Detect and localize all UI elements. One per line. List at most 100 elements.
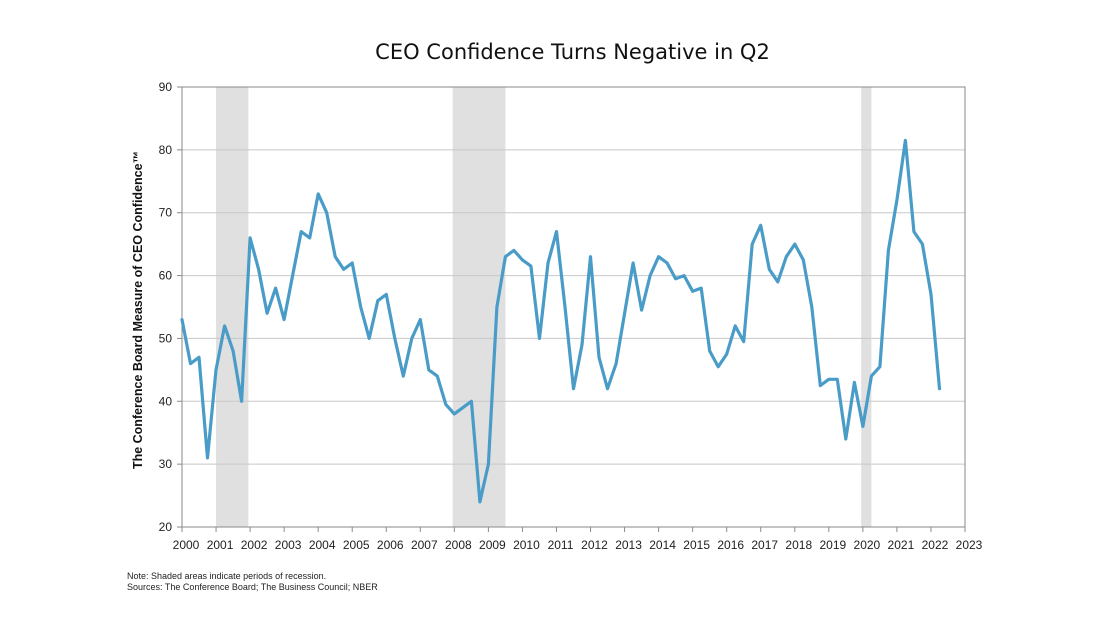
data-point: [529, 264, 533, 268]
x-tick-label: 2013: [615, 538, 642, 552]
data-point: [572, 387, 575, 390]
x-tick-label: 2001: [207, 538, 234, 552]
data-point: [546, 261, 550, 265]
data-point: [853, 381, 856, 384]
plot-frame: [181, 86, 966, 528]
data-point: [444, 403, 448, 406]
x-tick-label: 2010: [513, 538, 540, 552]
x-tick-label: 2019: [819, 538, 846, 552]
recession-band: [861, 87, 872, 527]
data-point: [487, 462, 490, 466]
data-point: [240, 400, 243, 403]
data-point: [427, 368, 431, 372]
data-point: [938, 387, 941, 390]
data-point: [555, 230, 558, 233]
data-point: [878, 365, 882, 368]
data-point: [291, 274, 294, 277]
data-point: [691, 290, 694, 293]
data-point: [316, 192, 320, 196]
data-point: [751, 242, 754, 246]
data-point: [393, 337, 396, 340]
data-point: [597, 356, 601, 359]
x-tick-label: 2005: [343, 538, 370, 552]
data-point: [521, 258, 524, 262]
data-point: [461, 406, 465, 409]
y-tick-label: 80: [159, 143, 173, 157]
series-line: [180, 138, 942, 504]
x-tick-label: 2022: [922, 538, 949, 552]
data-point: [265, 312, 269, 315]
data-point: [904, 139, 907, 142]
data-point: [453, 412, 456, 416]
data-point: [214, 368, 218, 372]
x-tick-label: 2008: [445, 538, 472, 552]
data-point: [734, 324, 737, 328]
data-point: [895, 198, 899, 202]
y-tick-label: 50: [159, 331, 173, 345]
recession-band: [216, 87, 249, 527]
data-point: [325, 211, 328, 214]
sources-note: Sources: The Conference Board; The Busin…: [127, 582, 378, 592]
data-point: [274, 286, 277, 290]
data-point: [589, 255, 592, 258]
data-point: [385, 293, 388, 296]
x-tick-label: 2007: [411, 538, 438, 552]
data-point: [376, 299, 379, 302]
data-point: [929, 293, 933, 296]
x-tick-label: 2020: [854, 538, 881, 552]
data-point: [206, 456, 209, 460]
x-tick-label: 2018: [785, 538, 812, 552]
data-point: [223, 324, 226, 328]
data-point: [180, 318, 184, 321]
data-point: [342, 268, 345, 271]
data-point: [333, 255, 337, 258]
y-tick-label: 60: [159, 269, 173, 283]
x-tick-label: 2002: [241, 538, 268, 552]
data-point: [776, 280, 779, 284]
data-point: [197, 356, 201, 359]
data-point: [827, 378, 831, 381]
data-point: [682, 274, 686, 277]
x-tick-label: 2012: [581, 538, 608, 552]
data-point: [742, 340, 745, 343]
x-tick-label: 2009: [479, 538, 506, 552]
y-tick-label: 70: [159, 206, 173, 220]
chart-title: CEO Confidence Turns Negative in Q2: [375, 40, 770, 64]
data-point: [699, 286, 703, 290]
data-point: [436, 374, 439, 378]
x-tick-label: 2006: [377, 538, 404, 552]
data-point: [257, 268, 260, 271]
data-point: [606, 387, 609, 390]
data-point: [419, 318, 422, 321]
data-point: [793, 242, 796, 246]
data-point: [538, 337, 541, 340]
x-tick-label: 2016: [717, 538, 744, 552]
data-point: [768, 268, 771, 271]
data-point: [495, 305, 499, 309]
x-tick-label: 2011: [548, 538, 574, 552]
data-point: [716, 365, 720, 368]
data-point: [810, 305, 814, 309]
data-point: [870, 374, 873, 378]
y-tick-label: 30: [159, 457, 173, 471]
y-tick-label: 90: [159, 80, 173, 94]
data-point: [614, 362, 618, 365]
data-point: [504, 255, 507, 258]
data-point: [512, 249, 516, 252]
data-point: [640, 308, 643, 312]
data-point: [708, 349, 711, 353]
data-point: [351, 261, 354, 265]
data-point: [631, 261, 635, 265]
x-tick-label: 2014: [649, 538, 676, 552]
x-tick-label: 2023: [956, 538, 983, 552]
data-point: [674, 277, 677, 280]
y-tick-label: 40: [159, 394, 173, 408]
data-point: [189, 362, 192, 365]
x-tick-label: 2003: [275, 538, 302, 552]
x-tick-label: 2015: [683, 538, 710, 552]
x-tick-label: 2000: [173, 538, 200, 552]
data-point: [368, 337, 371, 340]
data-point: [657, 255, 660, 258]
data-point: [819, 384, 822, 387]
